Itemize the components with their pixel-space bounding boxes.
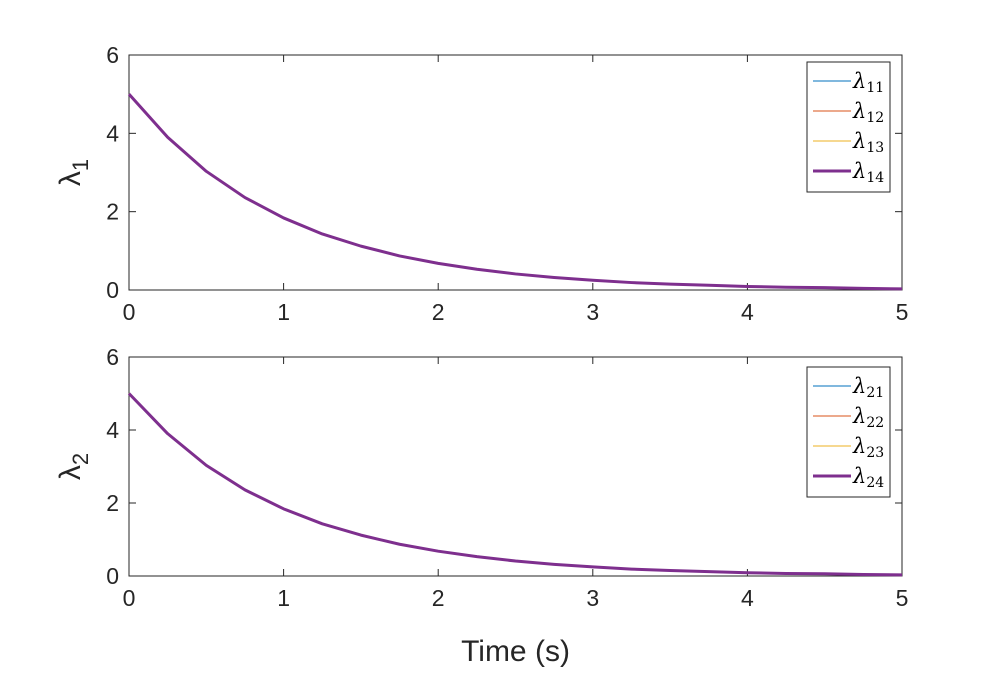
- subplot-1: 0 1 2 3 4 5 0 2 4 6 λ1 λ11 λ12 λ13 λ14: [54, 42, 908, 325]
- y-tick-label: 4: [106, 120, 119, 146]
- x-tick-label: 0: [123, 585, 136, 611]
- y-tick-label: 2: [106, 490, 119, 516]
- y-tick-label: 4: [106, 417, 119, 443]
- x-tick-label: 1: [277, 299, 290, 325]
- x-tick-label: 1: [277, 585, 290, 611]
- legend: λ11 λ12 λ13 λ14: [806, 61, 891, 193]
- legend-entry-12: λ12: [852, 99, 884, 126]
- x-axis-label: Time (s): [461, 635, 570, 668]
- axes-box: [128, 54, 903, 291]
- legend-entry-22: λ22: [852, 404, 884, 431]
- y-axis-label: λ2: [54, 453, 93, 480]
- axes-box: [128, 356, 903, 577]
- legend-entry-11: λ11: [852, 69, 884, 96]
- x-tick-label: 3: [586, 585, 599, 611]
- y-tick-label: 6: [106, 344, 119, 370]
- x-tick-label: 3: [586, 299, 599, 325]
- x-tick-label: 2: [432, 299, 445, 325]
- legend-entry-14: λ14: [852, 159, 884, 186]
- series-line-14: [127, 93, 903, 291]
- x-tick-label: 4: [741, 299, 754, 325]
- x-tick-label: 4: [741, 585, 754, 611]
- y-tick-label: 0: [106, 277, 119, 303]
- x-tick-label: 5: [896, 299, 909, 325]
- legend-entry-24: λ24: [852, 464, 884, 491]
- x-tick-label: 0: [123, 299, 136, 325]
- legend-entry-13: λ13: [852, 129, 884, 156]
- y-tick-label: 6: [106, 42, 119, 68]
- y-tick-label: 0: [106, 563, 119, 589]
- y-axis-label: λ1: [54, 159, 93, 186]
- legend: λ21 λ22 λ23 λ24: [806, 366, 891, 498]
- y-tick-label: 2: [106, 199, 119, 225]
- subplot-2: 0 1 2 3 4 5 0 2 4 6 λ2 Time (s) λ21 λ22 λ23 λ24: [54, 344, 908, 668]
- series-line-24: [127, 392, 903, 577]
- legend-entry-21: λ21: [852, 374, 884, 401]
- x-tick-label: 5: [896, 585, 909, 611]
- legend-entry-23: λ23: [852, 434, 884, 461]
- x-tick-label: 2: [432, 585, 445, 611]
